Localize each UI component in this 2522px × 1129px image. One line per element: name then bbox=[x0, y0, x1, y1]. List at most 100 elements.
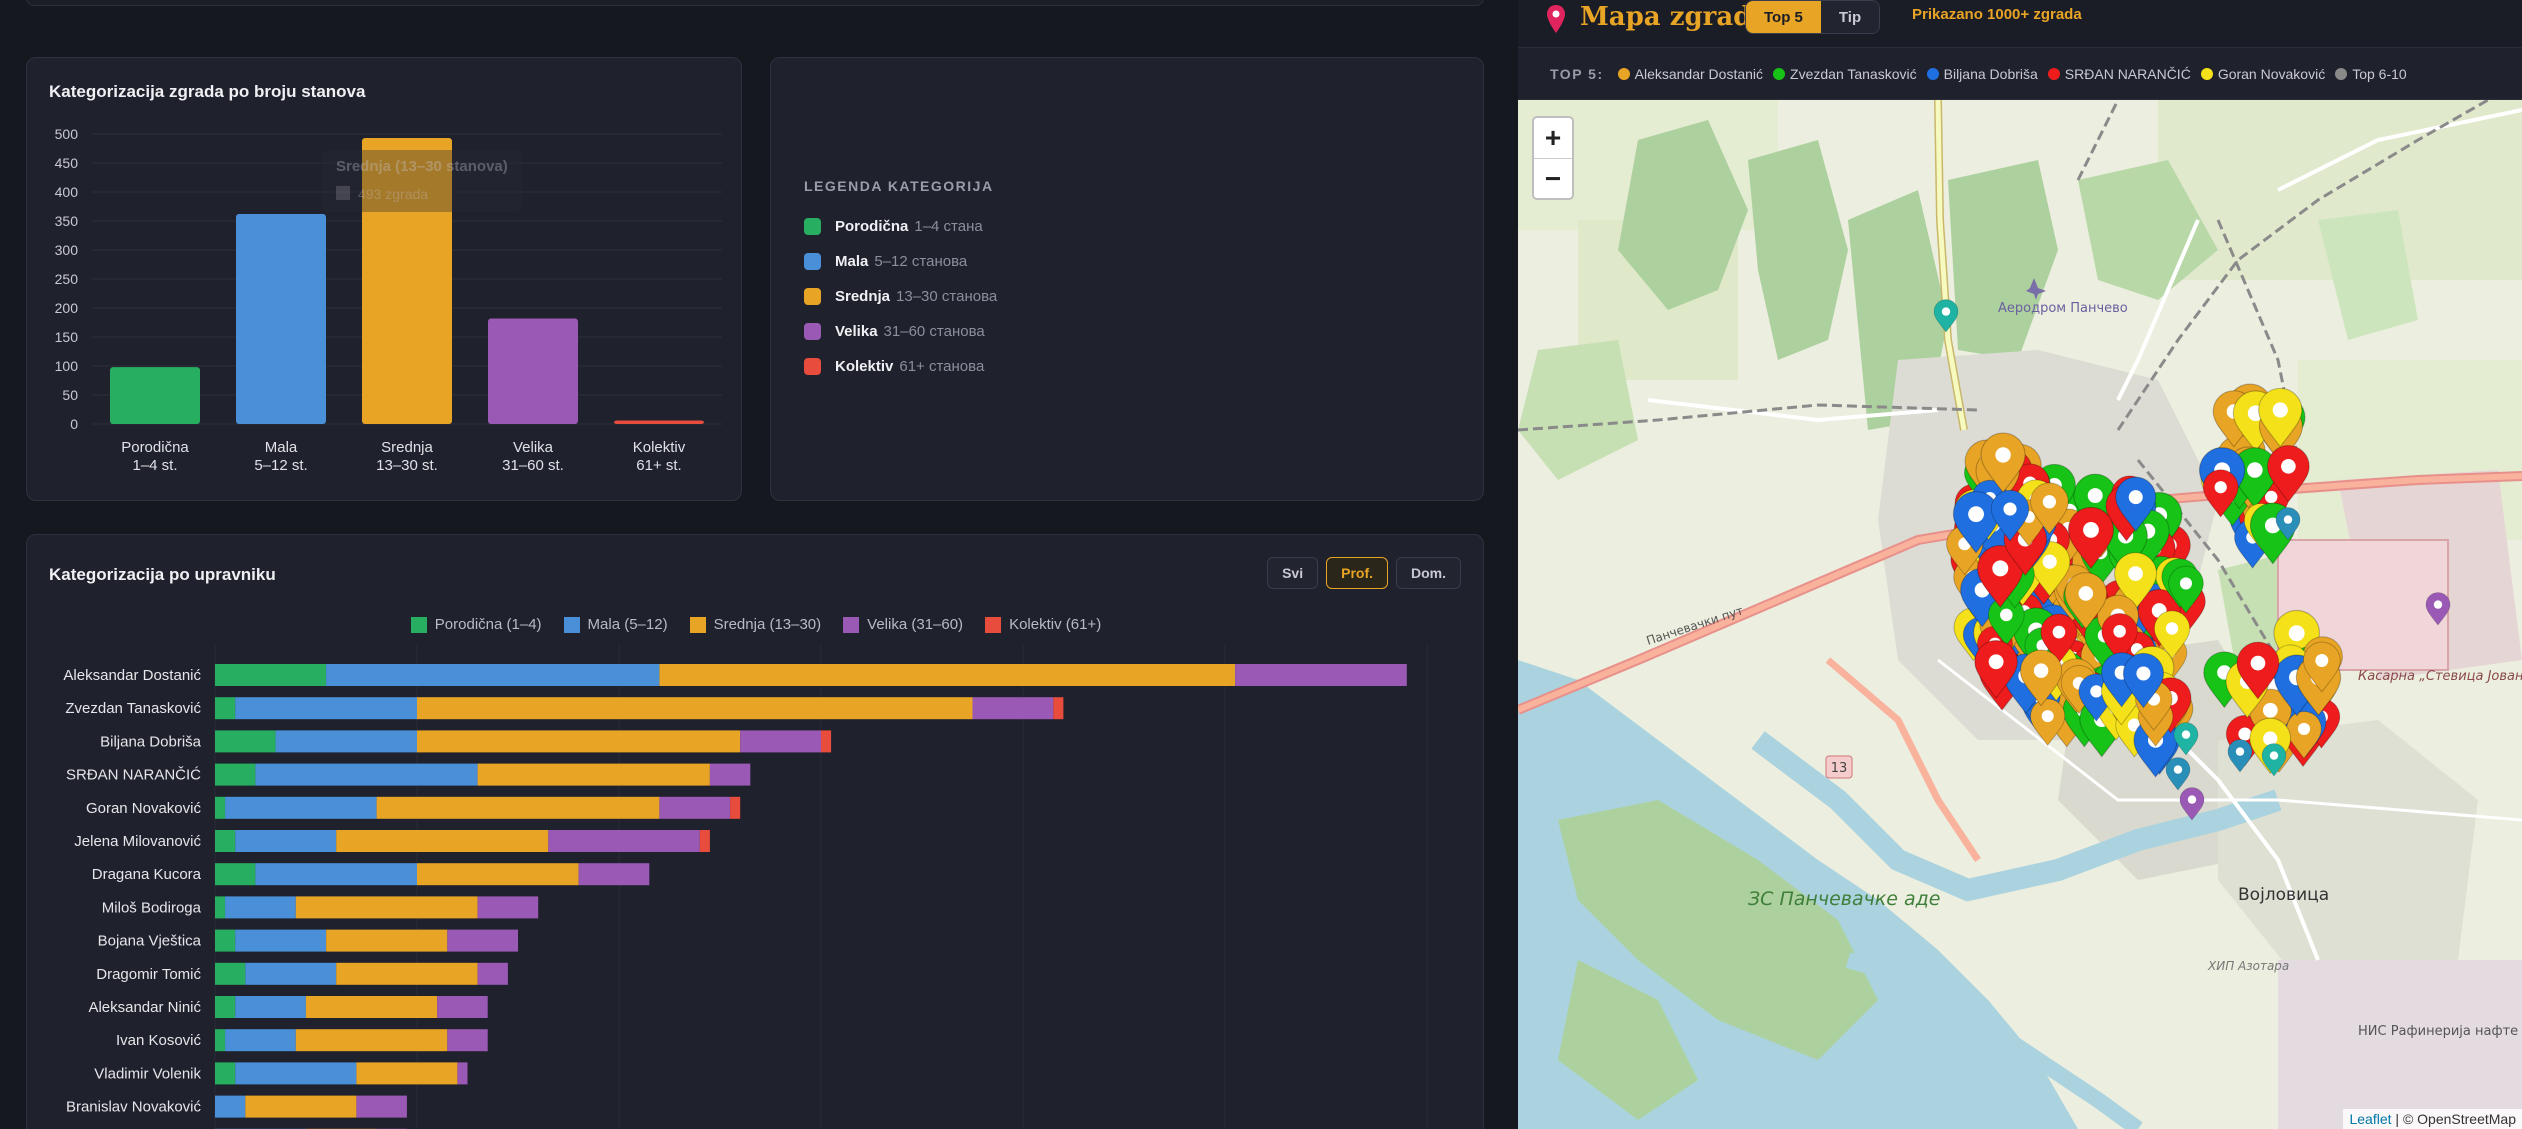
building-marker[interactable] bbox=[1974, 640, 2018, 699]
bar-segment bbox=[578, 863, 650, 886]
legend-name: Mala bbox=[835, 253, 869, 270]
building-marker[interactable] bbox=[1990, 489, 2030, 542]
marker-body bbox=[2168, 565, 2204, 614]
manager-label: Aleksandar Ninić bbox=[88, 999, 201, 1016]
building-marker[interactable] bbox=[2227, 739, 2253, 773]
legend-kolektiv[interactable]: Kolektiv (61+) bbox=[985, 616, 1101, 633]
building-marker[interactable] bbox=[2236, 641, 2280, 700]
marker-body bbox=[2064, 572, 2108, 630]
route-label: 13 bbox=[1831, 761, 1848, 776]
map-tiles[interactable]: 13 Аеродром Панчево ЗС Панчевачке аде Во… bbox=[1518, 100, 2522, 1129]
building-marker[interactable] bbox=[1976, 545, 2024, 609]
legend-velika[interactable]: Velika (31–60) bbox=[843, 616, 963, 633]
top5-item[interactable]: Top 6-10 bbox=[2335, 66, 2407, 82]
x-tick-label: 13–30 st. bbox=[376, 457, 438, 474]
marker-body bbox=[1952, 490, 2000, 554]
leaflet-link[interactable]: Leaflet bbox=[2349, 1111, 2392, 1127]
marker-dot bbox=[1988, 654, 2004, 670]
filter-domestic-button[interactable]: Dom. bbox=[1396, 557, 1461, 589]
building-marker[interactable] bbox=[2064, 572, 2108, 630]
legend-srednja[interactable]: Srednja (13–30) bbox=[689, 616, 821, 633]
bar-segment bbox=[740, 730, 821, 753]
bar-segment bbox=[295, 1029, 448, 1052]
marker-dot bbox=[2238, 727, 2252, 741]
building-marker[interactable] bbox=[1980, 432, 2026, 494]
bar-segment bbox=[821, 730, 832, 753]
marker-dot bbox=[1992, 560, 2009, 577]
marker-dot bbox=[2083, 522, 2099, 538]
x-tick-label: 31–60 st. bbox=[502, 457, 564, 474]
legend-swatch bbox=[804, 323, 821, 340]
building-marker[interactable] bbox=[2101, 613, 2138, 663]
legend-name: Kolektiv bbox=[835, 358, 894, 375]
building-marker[interactable] bbox=[2122, 652, 2165, 709]
legend-mala[interactable]: Mala (5–12) bbox=[563, 616, 668, 633]
top5-item[interactable]: Zvezdan Tanasković bbox=[1773, 66, 1917, 82]
bar-segment bbox=[548, 830, 700, 852]
building-marker[interactable] bbox=[2261, 743, 2287, 777]
legend-name: Srednja bbox=[835, 288, 891, 305]
marker-dot bbox=[2235, 747, 2245, 756]
manager-chart-legend: Porodična (1–4) Mala (5–12) Srednja (13–… bbox=[27, 616, 1485, 633]
building-marker[interactable] bbox=[2258, 387, 2303, 448]
manager-label: Vladimir Volenik bbox=[94, 1065, 201, 1082]
top5-item[interactable]: Goran Novaković bbox=[2200, 66, 2325, 82]
building-marker[interactable] bbox=[2115, 476, 2157, 533]
building-marker[interactable] bbox=[2168, 565, 2204, 614]
bar-segment bbox=[235, 1062, 357, 1085]
building-marker[interactable] bbox=[2019, 649, 2063, 707]
building-marker[interactable] bbox=[2029, 482, 2069, 535]
marker-dot bbox=[2173, 765, 2183, 774]
marker-dot bbox=[2165, 622, 2179, 635]
map-title: Mapa zgrada bbox=[1580, 2, 1769, 32]
map-attribution: Leaflet | © OpenStreetMap bbox=[2343, 1109, 2522, 1129]
legend-swatch bbox=[804, 288, 821, 305]
top5-item[interactable]: Biljana Dobriša bbox=[1926, 66, 2038, 82]
manager-label: Goran Novaković bbox=[86, 800, 202, 817]
building-marker[interactable] bbox=[1933, 299, 1959, 333]
zoom-out-button[interactable]: − bbox=[1534, 158, 1572, 198]
marker-dot bbox=[2214, 481, 2227, 494]
building-marker[interactable] bbox=[2302, 641, 2341, 693]
bar-segment bbox=[235, 830, 337, 852]
building-marker[interactable] bbox=[2173, 722, 2199, 756]
manager-label: Jelena Milovanović bbox=[74, 833, 201, 850]
zoom-in-button[interactable]: + bbox=[1544, 122, 1562, 153]
filter-professional-button[interactable]: Prof. bbox=[1326, 557, 1388, 589]
tab-top5[interactable]: Top 5 bbox=[1746, 1, 1821, 33]
top5-item[interactable]: SRĐAN NARANČIĆ bbox=[2047, 66, 2191, 82]
building-marker[interactable] bbox=[2275, 507, 2301, 541]
azotara-label: ХИП Азотара bbox=[2207, 959, 2289, 973]
building-marker[interactable] bbox=[1952, 490, 2000, 554]
building-map[interactable]: 13 Аеродром Панчево ЗС Панчевачке аде Во… bbox=[1518, 100, 2522, 1129]
marker-dot bbox=[2078, 586, 2094, 601]
building-marker[interactable] bbox=[2165, 757, 2191, 791]
building-marker[interactable] bbox=[2067, 506, 2115, 570]
building-marker[interactable] bbox=[2267, 444, 2310, 503]
manager-label: Dragomir Tomić bbox=[96, 966, 201, 983]
building-marker[interactable] bbox=[2425, 592, 2451, 626]
building-marker[interactable] bbox=[2232, 447, 2278, 509]
building-marker[interactable] bbox=[2153, 610, 2191, 660]
tab-tip[interactable]: Tip bbox=[1820, 1, 1880, 33]
legend-range: 1–4 стана bbox=[914, 218, 983, 235]
building-marker[interactable] bbox=[2114, 552, 2158, 611]
filter-all-button[interactable]: Svi bbox=[1267, 557, 1319, 589]
building-marker[interactable] bbox=[2030, 698, 2066, 746]
top5-item[interactable]: Aleksandar Dostanić bbox=[1617, 66, 1763, 82]
building-marker[interactable] bbox=[2040, 613, 2078, 664]
bar-segment bbox=[255, 763, 478, 786]
analytics-panel: Kategorizacija zgrada po broju stanova 0… bbox=[26, 0, 1485, 1129]
bar-segment bbox=[215, 763, 256, 786]
bar-segment bbox=[215, 830, 236, 852]
manager-label: Biljana Dobriša bbox=[100, 733, 202, 750]
marker-body bbox=[2114, 552, 2158, 611]
tooltip-swatch bbox=[336, 186, 350, 200]
legend-porodicna[interactable]: Porodična (1–4) bbox=[410, 616, 542, 633]
manager-category-chart: Aleksandar Dostanić Zvezdan Tanasković Bil… bbox=[63, 645, 1428, 1129]
top5-legend: TOP 5: Aleksandar Dostanić Zvezdan Tanas… bbox=[1518, 48, 2522, 100]
tooltip-value: 493 zgrada bbox=[358, 186, 428, 202]
marker-body bbox=[2258, 387, 2303, 448]
building-marker[interactable] bbox=[2179, 787, 2205, 821]
building-marker[interactable] bbox=[2202, 469, 2239, 518]
